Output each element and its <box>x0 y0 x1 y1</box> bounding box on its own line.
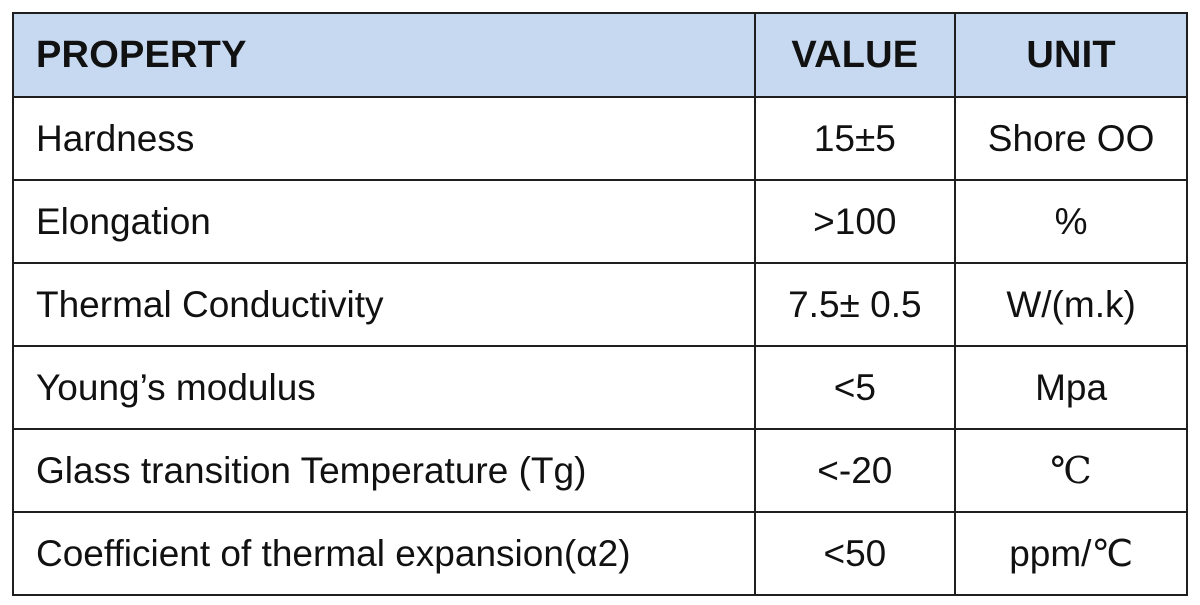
header-value: VALUE <box>753 12 957 98</box>
table-row: Coefficient of thermal expansion(α2) <50… <box>12 511 1188 596</box>
cell-value: <5 <box>753 345 957 430</box>
header-row: PROPERTY VALUE UNIT <box>12 12 1188 98</box>
cell-property: Coefficient of thermal expansion(α2) <box>12 511 756 596</box>
table-body: Hardness 15±5 Shore OO Elongation >100 %… <box>12 96 1188 596</box>
table-row: Hardness 15±5 Shore OO <box>12 96 1188 181</box>
header-unit: UNIT <box>954 12 1188 98</box>
cell-property: Elongation <box>12 179 756 264</box>
cell-value: 7.5± 0.5 <box>753 262 957 347</box>
cell-value: 15±5 <box>753 96 957 181</box>
cell-unit: Shore OO <box>954 96 1188 181</box>
table-header: PROPERTY VALUE UNIT <box>12 12 1188 98</box>
cell-property: Young’s modulus <box>12 345 756 430</box>
table-row: Glass transition Temperature (Tg) <-20 ℃ <box>12 428 1188 513</box>
cell-unit: % <box>954 179 1188 264</box>
cell-unit: Mpa <box>954 345 1188 430</box>
cell-unit: ppm/℃ <box>954 511 1188 596</box>
cell-value: >100 <box>753 179 957 264</box>
header-property: PROPERTY <box>12 12 756 98</box>
properties-table-container: PROPERTY VALUE UNIT Hardness 15±5 Shore … <box>12 12 1188 596</box>
table-row: Thermal Conductivity 7.5± 0.5 W/(m.k) <box>12 262 1188 347</box>
cell-value: <-20 <box>753 428 957 513</box>
table-row: Young’s modulus <5 Mpa <box>12 345 1188 430</box>
cell-value: <50 <box>753 511 957 596</box>
properties-table: PROPERTY VALUE UNIT Hardness 15±5 Shore … <box>12 12 1188 596</box>
cell-property: Thermal Conductivity <box>12 262 756 347</box>
cell-property: Glass transition Temperature (Tg) <box>12 428 756 513</box>
table-row: Elongation >100 % <box>12 179 1188 264</box>
cell-unit: W/(m.k) <box>954 262 1188 347</box>
cell-unit: ℃ <box>954 428 1188 513</box>
cell-property: Hardness <box>12 96 756 181</box>
